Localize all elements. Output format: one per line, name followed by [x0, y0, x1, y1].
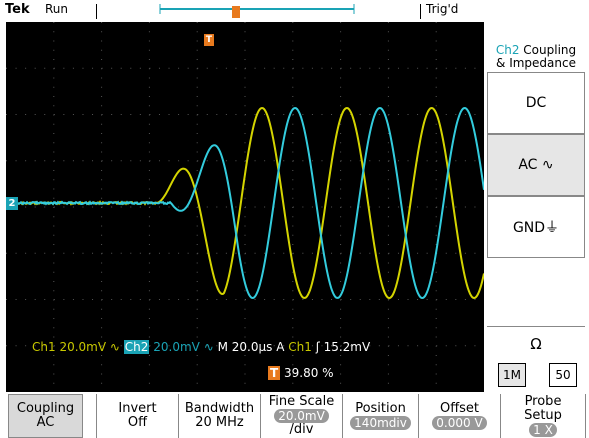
- impedance-1m-button[interactable]: 1M: [498, 363, 526, 387]
- bandwidth-menu-button[interactable]: Bandwidth 20 MHz: [178, 394, 260, 438]
- trigger-position-readout: T 39.80 %: [268, 366, 334, 380]
- ch2-coupling-icon: ∿: [204, 340, 214, 354]
- trigger-position-marker[interactable]: T: [204, 34, 214, 46]
- separator: [420, 4, 421, 19]
- position-label: Position: [355, 402, 406, 416]
- coupling-gnd-button[interactable]: GND⏚: [487, 196, 585, 258]
- invert-menu-button[interactable]: Invert Off: [96, 394, 178, 438]
- ch1-scale: 20.0mV: [59, 340, 106, 354]
- side-menu-title-line2: & Impedance: [496, 56, 576, 70]
- probe-setup-menu-button[interactable]: Probe Setup 1 X: [500, 394, 586, 438]
- trigger-slope-icon: ʃ: [316, 340, 320, 354]
- impedance-label: Ω: [487, 335, 585, 353]
- probe-setup-value: 1 X: [529, 423, 557, 437]
- fine-scale-menu-button[interactable]: Fine Scale 20.0mV /div: [260, 394, 342, 438]
- trigger-level: 15.2mV: [324, 340, 371, 354]
- side-menu-channel: Ch2: [496, 43, 520, 57]
- position-value: 140mdiv: [350, 416, 411, 430]
- trigger-state: Trig'd: [426, 2, 458, 16]
- invert-menu-label: Invert: [118, 402, 156, 416]
- probe-setup-label2: Setup: [524, 409, 562, 423]
- offset-value: 0.000 V: [432, 416, 486, 430]
- side-menu-title-line1: Coupling: [523, 43, 576, 57]
- trigger-icon: T: [268, 366, 280, 380]
- ch2-scale: 20.0mV: [153, 340, 200, 354]
- separator: [96, 4, 97, 19]
- acq-mode: A: [276, 340, 284, 354]
- coupling-ac-button[interactable]: AC ∿: [487, 134, 585, 196]
- channel-readout: Ch1 20.0mV ∿ Ch2 20.0mV ∿ M 20.0µs A Ch1…: [32, 340, 370, 354]
- brand-logo: Tek: [5, 2, 30, 17]
- side-menu-title: Ch2 Coupling & Impedance: [487, 44, 585, 70]
- ch1-coupling-icon: ∿: [110, 340, 120, 354]
- coupling-menu-label: Coupling: [17, 402, 74, 416]
- status-bar: Tek Run Trig'd: [0, 0, 589, 22]
- divider: [487, 326, 585, 327]
- trigger-position-value: 39.80 %: [284, 366, 334, 380]
- offset-menu-button[interactable]: Offset 0.000 V: [418, 394, 500, 438]
- record-view-indicator: [158, 3, 358, 21]
- position-menu-button[interactable]: Position 140mdiv: [342, 394, 418, 438]
- invert-menu-value: Off: [128, 416, 147, 430]
- trigger-source: Ch1: [288, 340, 312, 354]
- ch2-label: Ch2: [124, 340, 150, 354]
- coupling-dc-button[interactable]: DC: [487, 72, 585, 134]
- coupling-menu-value: AC: [37, 416, 55, 430]
- bandwidth-menu-label: Bandwidth: [185, 402, 254, 416]
- offset-label: Offset: [440, 402, 479, 416]
- probe-setup-label: Probe: [525, 395, 562, 409]
- fine-scale-unit: /div: [290, 423, 314, 437]
- waveform-display[interactable]: T 2 Ch1 20.0mV ∿ Ch2 20.0mV ∿ M 20.0µs A…: [6, 22, 484, 392]
- ch2-waveform: [6, 108, 484, 298]
- coupling-menu-button[interactable]: Coupling AC: [8, 394, 83, 438]
- timebase: M 20.0µs: [218, 340, 273, 354]
- graticule: [6, 22, 484, 392]
- ch1-label: Ch1: [32, 340, 56, 354]
- ch2-ground-marker[interactable]: 2: [6, 197, 18, 210]
- bandwidth-menu-value: 20 MHz: [195, 416, 244, 430]
- run-state: Run: [45, 2, 68, 16]
- fine-scale-label: Fine Scale: [269, 395, 335, 409]
- impedance-50-button[interactable]: 50: [549, 363, 577, 387]
- fine-scale-value: 20.0mV: [274, 409, 329, 423]
